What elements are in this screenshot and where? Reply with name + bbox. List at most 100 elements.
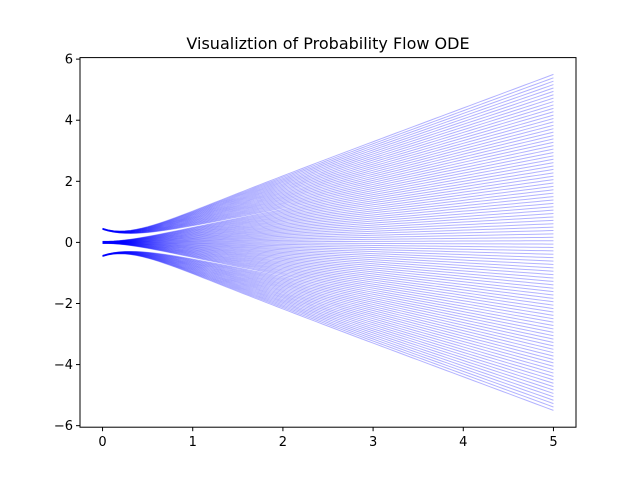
- trajectory-line: [102, 250, 554, 330]
- trajectory-line: [102, 219, 554, 243]
- trajectory-line: [102, 242, 554, 293]
- trajectory-line: [102, 155, 554, 234]
- trajectory-line: [102, 252, 554, 398]
- trajectory-line: [102, 213, 554, 243]
- trajectory-line: [102, 216, 554, 243]
- trajectory-line: [102, 242, 554, 252]
- trajectory-line: [102, 242, 554, 262]
- trajectory-line: [102, 182, 554, 243]
- trajectory-line: [102, 252, 554, 371]
- trajectory-line: [102, 240, 554, 243]
- trajectory-line: [102, 104, 554, 233]
- x-tick-label: 0: [98, 435, 106, 450]
- trajectory-line: [102, 101, 554, 233]
- trajectory-line: [102, 148, 554, 234]
- trajectory-line: [102, 94, 554, 233]
- trajectory-lines: [102, 73, 554, 411]
- trajectory-line: [102, 252, 554, 374]
- trajectory-line: [102, 114, 554, 233]
- trajectory-line: [102, 242, 554, 259]
- trajectory-line: [102, 138, 554, 234]
- trajectory-line: [102, 121, 554, 233]
- trajectory-line: [102, 252, 554, 377]
- x-axis: 0 1 2 3 4 5: [98, 427, 558, 450]
- trajectory-line: [102, 196, 554, 243]
- trajectory-line: [102, 206, 554, 243]
- trajectory-line: [102, 242, 554, 320]
- trajectory-line: [102, 111, 554, 233]
- trajectory-line: [102, 162, 554, 242]
- trajectory-line: [102, 90, 554, 232]
- trajectory-line: [102, 87, 554, 232]
- trajectory-line: [102, 199, 554, 243]
- x-tick-label: 1: [189, 435, 197, 450]
- trajectory-line: [102, 252, 554, 384]
- trajectory-line: [102, 242, 554, 313]
- trajectory-line: [102, 179, 554, 243]
- trajectory-line: [102, 135, 554, 234]
- trajectory-line: [102, 242, 554, 279]
- trajectory-line: [102, 242, 554, 265]
- trajectory-line: [102, 97, 554, 233]
- trajectory-line: [102, 251, 554, 344]
- trajectory-line: [102, 252, 554, 394]
- trajectory-line: [102, 252, 554, 367]
- y-tick-label: −4: [54, 358, 73, 373]
- trajectory-line: [102, 242, 554, 282]
- y-tick-label: 2: [65, 175, 73, 190]
- trajectory-line: [102, 251, 554, 350]
- trajectory-line: [102, 226, 554, 243]
- trajectory-line: [102, 251, 554, 337]
- trajectory-line: [102, 131, 554, 234]
- trajectory-line: [102, 168, 554, 242]
- trajectory-line: [102, 251, 554, 357]
- trajectory-line: [102, 165, 554, 242]
- trajectory-line: [102, 253, 554, 411]
- trajectory-line: [102, 252, 554, 388]
- trajectory-line: [102, 242, 554, 255]
- x-tick-label: 3: [369, 435, 377, 450]
- trajectory-line: [102, 251, 554, 347]
- trajectory-line: [102, 124, 554, 233]
- trajectory-line: [102, 252, 554, 364]
- trajectory-line: [102, 242, 554, 299]
- x-tick-label: 5: [549, 435, 557, 450]
- trajectory-line: [102, 241, 554, 248]
- trajectory-line: [102, 73, 554, 232]
- trajectory-line: [102, 251, 554, 354]
- trajectory-line: [102, 242, 554, 269]
- trajectory-line: [102, 242, 554, 276]
- trajectory-line: [102, 77, 554, 232]
- trajectory-line: [102, 128, 554, 233]
- trajectory-line: [102, 141, 554, 234]
- trajectory-line: [102, 202, 554, 243]
- trajectory-line: [102, 223, 554, 243]
- x-tick-label: 2: [279, 435, 287, 450]
- trajectory-line: [102, 230, 554, 243]
- trajectory-line: [102, 242, 554, 310]
- trajectory-line: [102, 236, 554, 243]
- y-tick-label: −2: [54, 297, 73, 312]
- trajectory-line: [102, 242, 554, 272]
- trajectory-line: [102, 84, 554, 232]
- trajectory-line: [102, 251, 554, 340]
- trajectory-line: [102, 242, 554, 286]
- x-tick-label: 4: [459, 435, 467, 450]
- trajectory-line: [102, 242, 554, 306]
- trajectory-line: [102, 242, 554, 323]
- trajectory-line: [102, 242, 554, 296]
- trajectory-line: [102, 151, 554, 234]
- y-tick-label: 6: [65, 53, 73, 68]
- trajectory-line: [102, 251, 554, 333]
- y-tick-label: 0: [65, 236, 73, 251]
- trajectory-line: [102, 253, 554, 405]
- y-axis: −6 −4 −2 0 2 4 6: [54, 53, 80, 434]
- trajectory-line: [102, 253, 554, 408]
- trajectory-line: [102, 252, 554, 381]
- trajectory-line: [102, 209, 554, 243]
- trajectory-line: [102, 242, 554, 327]
- trajectory-line: [102, 175, 554, 243]
- trajectory-line: [102, 233, 554, 243]
- chart-title: Visualiztion of Probability Flow ODE: [186, 34, 469, 53]
- y-tick-label: −6: [54, 419, 73, 434]
